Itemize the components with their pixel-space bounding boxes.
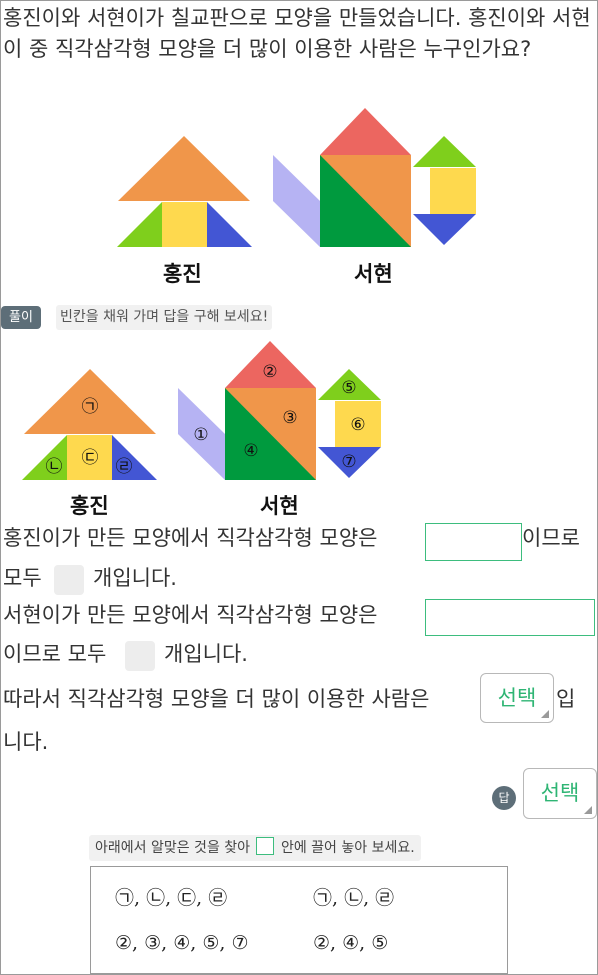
hongjin-mark-4: ㉣ [116,457,133,477]
solution-person-select[interactable]: 선택 [480,673,554,723]
dropdown-corner-icon [541,710,549,718]
hongjin-left-triangle [117,202,162,247]
seohyeon-mark-5: ⑤ [341,378,356,398]
seohyeon-top-triangle [320,108,411,155]
question-text: 홍진이와 서현이가 칠교판으로 모양을 만들었습니다. 홍진이와 서현이 중 직… [3,6,591,61]
hongjin-count-input[interactable] [54,565,84,595]
option-chip[interactable]: ㉠, ㉡, ㉣ [313,887,395,909]
hongjin-top-triangle [118,136,250,201]
hongjin-piece-3 [67,435,112,480]
option-chip[interactable]: ②, ③, ④, ⑤, ⑦ [115,932,249,954]
solution-line2-a: 서현이가 만든 모양에서 직각삼각형 모양은 [3,603,378,627]
seohyeon-piece-4 [225,388,316,480]
seohyeon-mark-6: ⑥ [350,415,365,435]
hongjin-mark-2: ㉡ [46,457,63,477]
hongjin-labeled-figure [22,369,157,480]
hongjin-solution-label: 홍진 [70,494,109,518]
solution-line1-d: 개입니다. [93,566,177,590]
answer-option-bank: ㉠, ㉡, ㉢, ㉣ ㉠, ㉡, ㉣ ②, ③, ④, ⑤, ⑦ ②, ④, ⑤ [90,866,508,974]
hongjin-pieces-drop-zone[interactable] [425,523,522,561]
hongjin-right-triangle [207,202,252,247]
seohyeon-small-top-triangle [413,136,476,167]
solution-figures: ㉠ ㉡ ㉢ ㉣ ① ② ③ ④ ⑤ ⑥ ⑦ [22,341,381,480]
blank-box-icon [256,837,275,855]
seohyeon-solution-label: 서현 [260,494,299,518]
seohyeon-small-square [430,168,476,214]
seohyeon-mark-7: ⑦ [341,452,356,472]
option-chip[interactable]: ②, ④, ⑤ [313,932,389,954]
hongjin-piece-1 [24,369,156,434]
hongjin-mark-3: ㉢ [82,448,99,468]
seohyeon-piece-7 [318,447,381,478]
seohyeon-piece-2 [225,341,316,388]
solution-hint: 빈칸을 채워 가며 답을 구해 보세요! [56,305,273,330]
solution-line3-a: 따라서 직각삼각형 모양을 더 많이 이용한 사람은 [3,687,430,711]
solution-line1-b: 이므로 [522,526,580,550]
seohyeon-label: 서현 [354,262,393,286]
seohyeon-mark-3: ③ [282,408,297,428]
seohyeon-mark-4: ④ [243,441,258,461]
seohyeon-piece-5 [318,369,381,400]
hongjin-mark-1: ㉠ [82,397,99,417]
solution-select-label: 선택 [497,686,537,710]
seohyeon-piece-1 [178,388,225,480]
seohyeon-mark-1: ① [193,425,208,445]
option-chip[interactable]: ㉠, ㉡, ㉢, ㉣ [115,887,228,909]
seohyeon-figure [273,108,476,247]
answer-select[interactable]: 선택 [523,768,597,819]
seohyeon-count-input[interactable] [125,641,155,671]
drag-instruction-before: 아래에서 알맞은 것을 찾아 [95,840,251,856]
solution-line3-c: 니다. [3,730,49,754]
answer-select-label: 선택 [540,781,580,805]
seohyeon-piece-6 [335,401,381,447]
solution-line3-b: 입 [556,687,576,711]
drag-instruction: 아래에서 알맞은 것을 찾아 안에 끌어 놓아 보세요. [89,835,421,861]
question-figures [117,108,476,247]
hongjin-figure [117,136,252,247]
seohyeon-labeled-figure [178,341,381,480]
drag-instruction-after: 안에 끌어 놓아 보세요. [280,840,415,856]
solution-line1-a: 홍진이가 만든 모양에서 직각삼각형 모양은 [3,526,378,550]
hongjin-square [162,202,207,247]
hongjin-label: 홍진 [163,262,202,286]
seohyeon-mark-2: ② [262,362,277,382]
seohyeon-pieces-drop-zone[interactable] [425,599,595,636]
seohyeon-small-bottom-triangle [413,214,476,245]
hongjin-piece-2 [22,435,67,480]
seohyeon-parallelogram [273,155,320,247]
dropdown-corner-icon [584,806,592,814]
solution-line1-c: 모두 [3,566,42,590]
answer-badge: 답 [492,786,516,810]
hongjin-piece-4 [112,435,157,480]
seohyeon-big-triangle [320,155,411,247]
solution-line2-c: 개입니다. [164,642,248,666]
solution-badge: 풀이 [1,306,41,329]
solution-line2-b: 이므로 모두 [3,642,107,666]
